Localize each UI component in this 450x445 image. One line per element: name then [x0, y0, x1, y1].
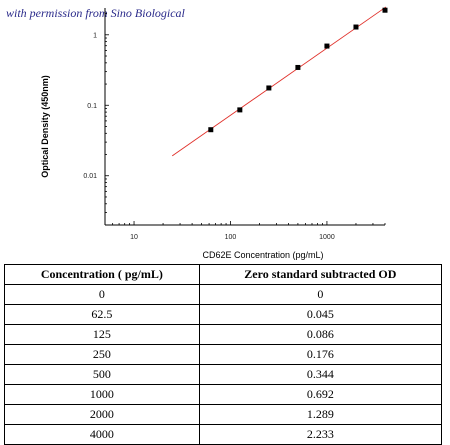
concentration-cell: 2000 [4, 404, 200, 425]
y-tick-label: 0.1 [87, 103, 97, 110]
table-row: 500 0.344 [4, 364, 443, 385]
data-point [382, 7, 388, 13]
chart-fit-line [171, 6, 387, 157]
concentration-cell: 1000 [4, 384, 200, 405]
concentration-cell: 4000 [4, 424, 200, 445]
od-cell: 2.233 [198, 424, 443, 445]
data-point [237, 107, 243, 113]
od-cell: 0 [198, 284, 443, 305]
column-header-concentration: Concentration ( pg/mL) [4, 264, 200, 285]
concentration-cell: 62.5 [4, 304, 200, 325]
table-header-row: Concentration ( pg/mL) Zero standard sub… [4, 264, 443, 285]
column-header-od: Zero standard subtracted OD [198, 264, 443, 285]
watermark: with permission from Sino Biological [6, 6, 185, 20]
y-tick-label: 0.01 [83, 173, 97, 180]
x-tick-label: 1000 [319, 234, 335, 241]
standard-curve-chart: 10 100 1000 0.01 0.1 1 CD62E Concentration (p… [40, 6, 388, 260]
data-point [324, 43, 330, 49]
od-cell: 0.344 [198, 364, 443, 385]
chart-ticks: 10 100 1000 0.01 0.1 1 [83, 13, 386, 241]
data-point [208, 127, 214, 133]
data-point [295, 64, 301, 70]
concentration-cell: 125 [4, 324, 200, 345]
chart-points [208, 7, 388, 133]
od-cell: 0.692 [198, 384, 443, 405]
x-tick-label: 10 [130, 234, 138, 241]
table-row: 1000 0.692 [4, 384, 443, 405]
y-tick-label: 1 [93, 32, 97, 39]
od-cell: 0.176 [198, 344, 443, 365]
table-row: 62.5 0.045 [4, 304, 443, 325]
data-point [353, 24, 359, 30]
table-body: 0 0 62.5 0.045 125 0.086 250 0.176 500 0.344 1000 0… [4, 284, 443, 445]
x-tick-label: 100 [225, 234, 237, 241]
table-row: 250 0.176 [4, 344, 443, 365]
od-cell: 0.045 [198, 304, 443, 325]
data-point [266, 85, 272, 91]
y-axis-label: Optical Density (450nm) [40, 75, 50, 178]
x-axis-label: CD62E Concentration (pg/mL) [202, 250, 323, 260]
standard-data-table: Concentration ( pg/mL) Zero standard sub… [4, 264, 443, 445]
table-row: 4000 2.233 [4, 424, 443, 445]
od-cell: 0.086 [198, 324, 443, 345]
concentration-cell: 250 [4, 344, 200, 365]
concentration-cell: 0 [4, 284, 200, 305]
od-cell: 1.289 [198, 404, 443, 425]
table-row: 125 0.086 [4, 324, 443, 345]
chart-axes [104, 8, 385, 226]
table-row: 2000 1.289 [4, 404, 443, 425]
concentration-cell: 500 [4, 364, 200, 385]
fit-line [171, 6, 387, 157]
